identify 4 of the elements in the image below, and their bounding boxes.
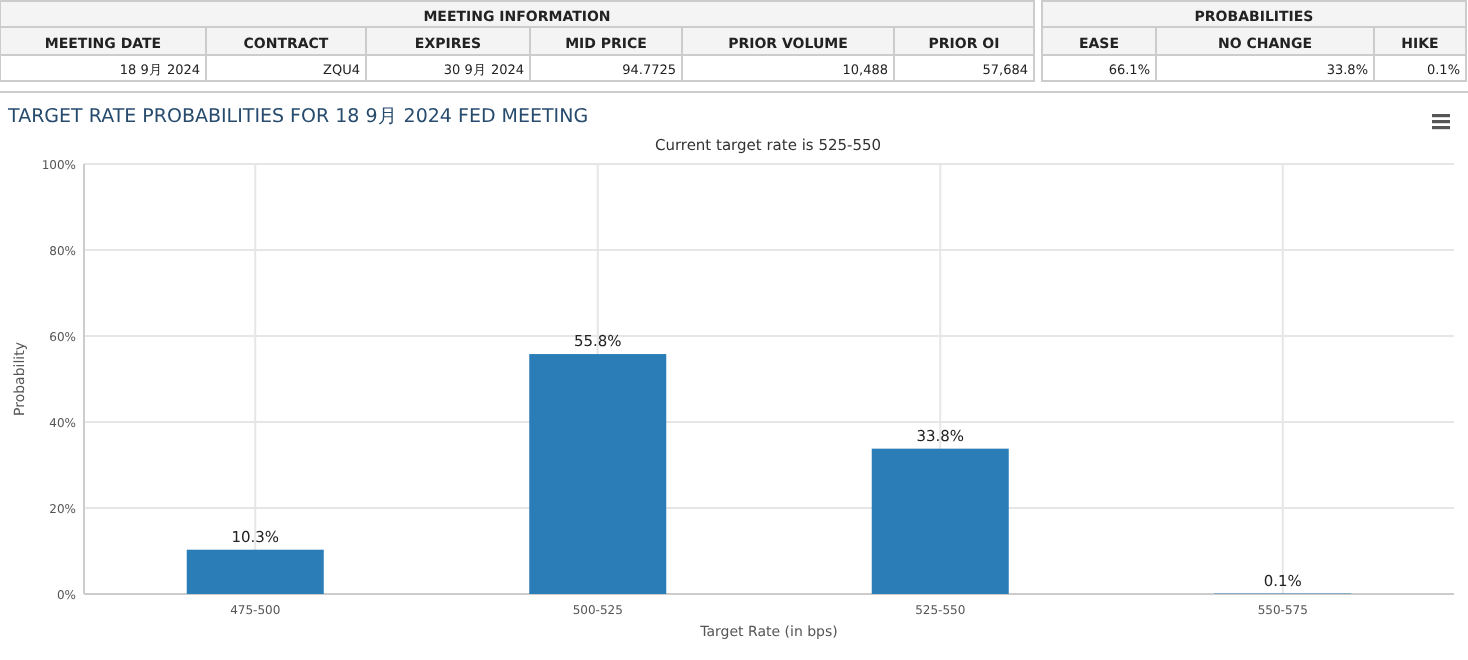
bar xyxy=(871,448,1009,594)
bar xyxy=(529,354,667,594)
bar xyxy=(186,549,324,594)
chart-title: TARGET RATE PROBABILITIES FOR 18 9月 2024 FED MEETING xyxy=(6,106,589,128)
